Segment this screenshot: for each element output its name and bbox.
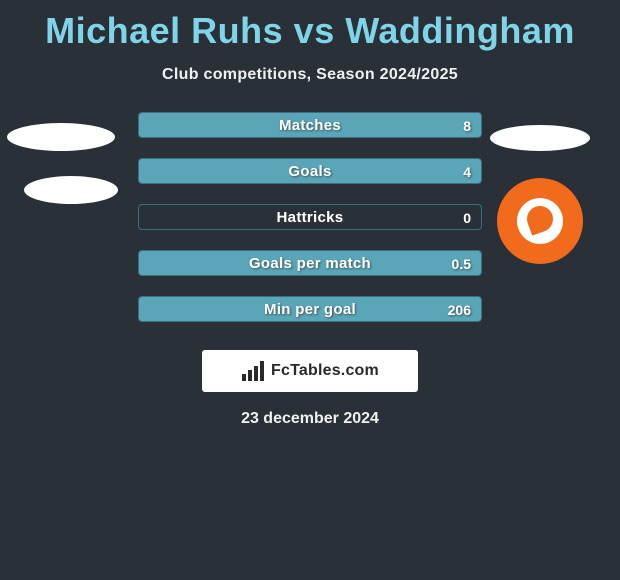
bar-label: Matches bbox=[139, 113, 481, 137]
stat-row: Hattricks0 bbox=[138, 204, 482, 230]
bar-chart-icon bbox=[241, 360, 265, 382]
stat-row: Min per goal206 bbox=[138, 296, 482, 322]
bar-label: Goals bbox=[139, 159, 481, 183]
bar-label: Goals per match bbox=[139, 251, 481, 275]
bar-value-right: 206 bbox=[440, 297, 479, 321]
bar-value-right: 0 bbox=[455, 205, 479, 229]
brand-text: FcTables.com bbox=[271, 362, 379, 380]
bar-value-right: 4 bbox=[455, 159, 479, 183]
stat-row: Goals per match0.5 bbox=[138, 250, 482, 276]
bar-value-right: 0.5 bbox=[444, 251, 479, 275]
season-subtitle: Club competitions, Season 2024/2025 bbox=[0, 66, 620, 84]
bar-label: Hattricks bbox=[139, 205, 481, 229]
stat-row: Matches8 bbox=[138, 112, 482, 138]
bar-value-right: 8 bbox=[455, 113, 479, 137]
date-line: 23 december 2024 bbox=[0, 410, 620, 428]
bar-label: Min per goal bbox=[139, 297, 481, 321]
stats-bars-area: Matches8Goals4Hattricks0Goals per match0… bbox=[0, 112, 620, 332]
page-title: Michael Ruhs vs Waddingham bbox=[0, 0, 620, 52]
stat-row: Goals4 bbox=[138, 158, 482, 184]
brand-box: FcTables.com bbox=[202, 350, 418, 392]
